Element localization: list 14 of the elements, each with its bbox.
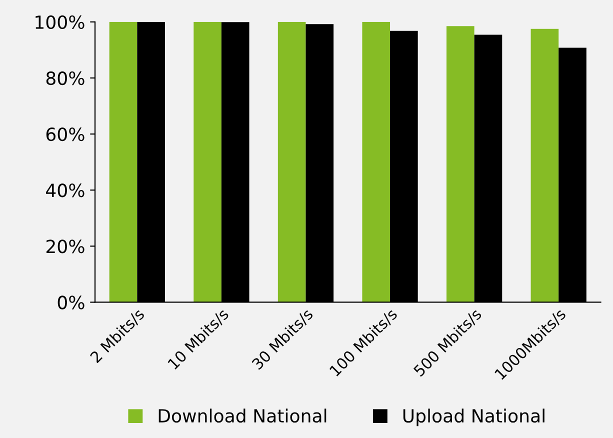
y-tick-label: 80% [46,71,84,86]
y-tick-label: 0% [58,296,84,310]
y-tick-label: 100% [36,15,84,30]
legend-label: Upload National [403,408,544,426]
bar [278,22,306,302]
bar [446,26,474,302]
y-tick-label: 40% [46,184,84,198]
bar [109,22,138,302]
bar [362,22,390,302]
y-tick-label: 60% [46,127,84,142]
legend-label: Download National [158,408,326,423]
y-tick-label: 20% [46,240,84,254]
bar [530,28,559,302]
bar [194,22,222,302]
